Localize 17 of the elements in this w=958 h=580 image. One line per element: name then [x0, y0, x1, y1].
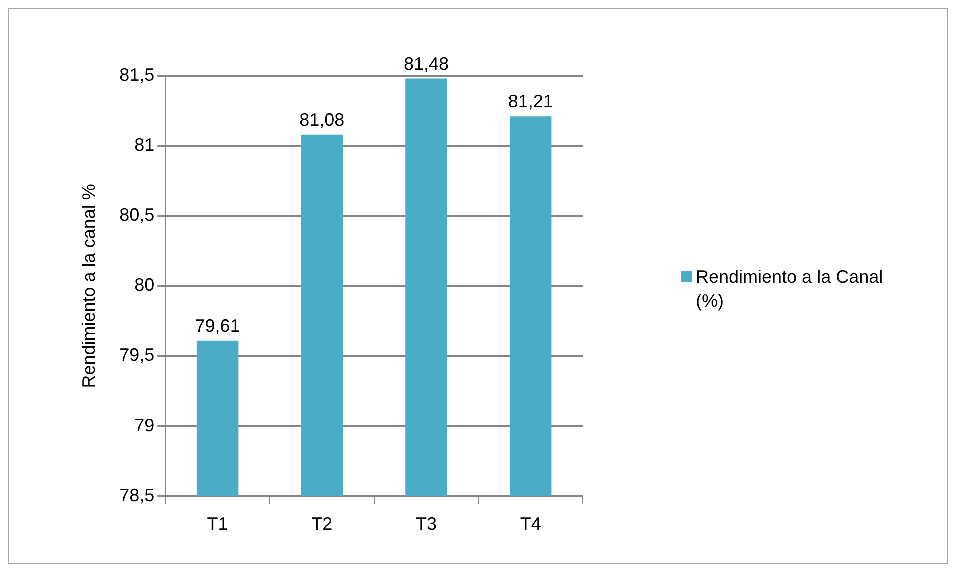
- x-tick-label: T4: [520, 514, 542, 534]
- data-label: 81,21: [508, 92, 554, 112]
- y-tick-label: 78,5: [120, 485, 155, 506]
- data-label: 81,08: [300, 110, 345, 130]
- y-tick-label: 79: [134, 415, 155, 436]
- y-tick-label: 80: [134, 275, 155, 296]
- y-axis-title: Rendimiento a la canal %: [78, 184, 99, 388]
- y-tick-label: 80,5: [120, 205, 155, 226]
- legend-label: Rendimiento a la Canal (%): [696, 266, 884, 313]
- x-tick-label: T1: [207, 514, 228, 534]
- y-tick-label: 79,5: [120, 345, 155, 366]
- y-tick-label: 81,5: [120, 64, 155, 85]
- data-label: 81,48: [404, 54, 450, 74]
- y-tick-label: 81: [134, 135, 155, 156]
- x-tick-label: T3: [416, 514, 437, 534]
- data-label: 79,61: [195, 316, 240, 336]
- x-tick-label: T2: [312, 514, 333, 534]
